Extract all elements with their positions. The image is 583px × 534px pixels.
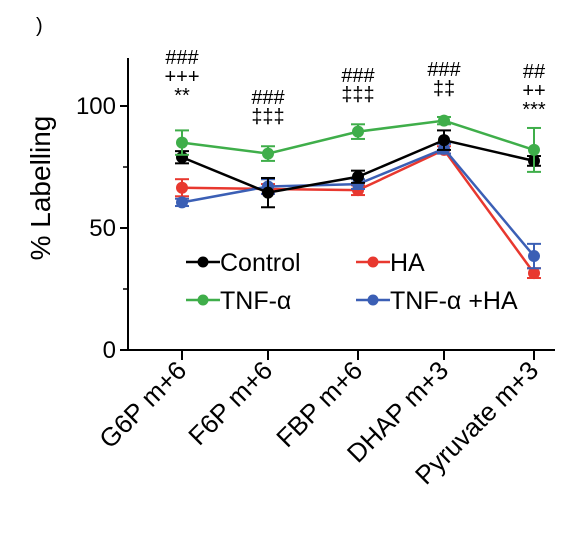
panel-mark: )	[36, 15, 43, 37]
legend-swatch-marker	[367, 294, 379, 306]
significance-label: ###	[165, 47, 199, 69]
y-tick-label: 0	[103, 337, 116, 364]
data-point	[262, 147, 274, 160]
legend-swatch-marker	[367, 256, 379, 268]
significance-label: ##	[523, 61, 546, 83]
significance-label: ###	[427, 59, 461, 81]
significance-label: ###	[251, 87, 285, 109]
legend-label: HA	[390, 249, 425, 277]
significance-label: ++	[522, 80, 545, 102]
significance-label: ###	[341, 65, 375, 87]
data-point	[176, 196, 188, 209]
data-point	[262, 186, 274, 199]
legend-label: TNF-α +HA	[390, 287, 518, 315]
legend-label: Control	[220, 249, 301, 277]
data-point	[352, 170, 364, 183]
legend-swatch-marker	[197, 294, 209, 306]
legend-item: HA	[356, 249, 425, 277]
series-layer	[175, 114, 541, 280]
significance-label: ‡‡‡	[251, 106, 284, 128]
significance-label: ‡‡	[433, 78, 455, 100]
data-point	[528, 250, 540, 263]
legend-item: TNF-α +HA	[356, 287, 518, 315]
x-tick-label: F6P m+6	[182, 355, 278, 451]
data-point	[176, 181, 188, 194]
data-point	[176, 136, 188, 149]
legend-label: TNF-α	[220, 287, 291, 315]
significance-label: ‡‡‡	[341, 84, 374, 106]
y-axis-label: % Labelling	[25, 116, 56, 261]
data-point	[528, 267, 540, 280]
series-control	[175, 129, 541, 209]
significance-label: +++	[164, 66, 199, 88]
data-point	[438, 114, 450, 127]
data-point	[352, 125, 364, 138]
legend: Control HA TNF-α TNF-α +HA	[186, 249, 518, 315]
y-tick-label: 50	[89, 215, 116, 242]
significance-label: ***	[522, 99, 546, 121]
x-tick-label: G6P m+6	[93, 355, 192, 454]
legend-item: Control	[186, 249, 301, 277]
data-point	[438, 134, 450, 147]
significance-label: **	[174, 85, 190, 107]
significance-annotations: ###+++** ###‡‡‡###‡‡‡###‡‡##++***	[164, 47, 546, 128]
y-tick-label: 100	[76, 93, 116, 120]
data-point	[528, 143, 540, 156]
legend-swatch-marker	[197, 256, 209, 268]
series-tnf-	[175, 114, 541, 173]
legend-item: TNF-α	[186, 287, 291, 315]
